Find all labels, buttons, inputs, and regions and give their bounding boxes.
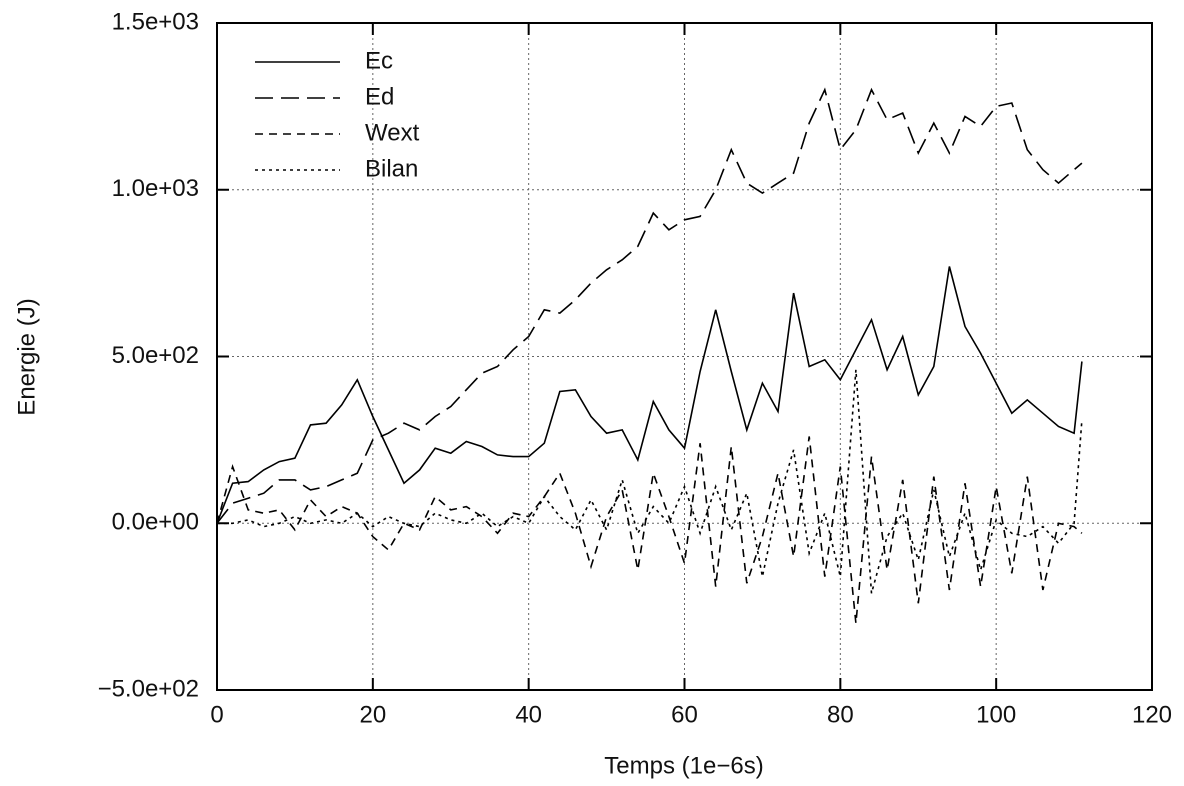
series-line [216,87,1083,524]
legend-label: Ec [365,47,393,74]
x-tick-label: 100 [976,701,1016,728]
plot-frame [216,22,1153,691]
x-tick-label: 40 [515,701,542,728]
series-line [216,266,1083,524]
legend-label: Ed [365,83,394,110]
y-tick-label: −5.0e+02 [98,675,199,702]
legend-label: Bilan [365,155,418,182]
y-tick-label: 1.0e+03 [112,175,199,202]
y-tick-label: 5.0e+02 [112,342,199,369]
x-tick-label: 80 [827,701,854,728]
x-tick-label: 0 [210,701,223,728]
x-tick-label: 60 [671,701,698,728]
x-axis-label: Temps (1e−6s) [604,752,763,779]
x-tick-label: 120 [1132,701,1172,728]
series-line [216,436,1083,624]
y-tick-label: 1.5e+03 [112,8,199,35]
y-axis-label: Energie (J) [13,298,40,415]
series-line [217,369,1083,594]
y-tick-label: 0.0e+00 [112,509,199,536]
legend-label: Wext [365,119,420,146]
x-tick-label: 20 [359,701,386,728]
